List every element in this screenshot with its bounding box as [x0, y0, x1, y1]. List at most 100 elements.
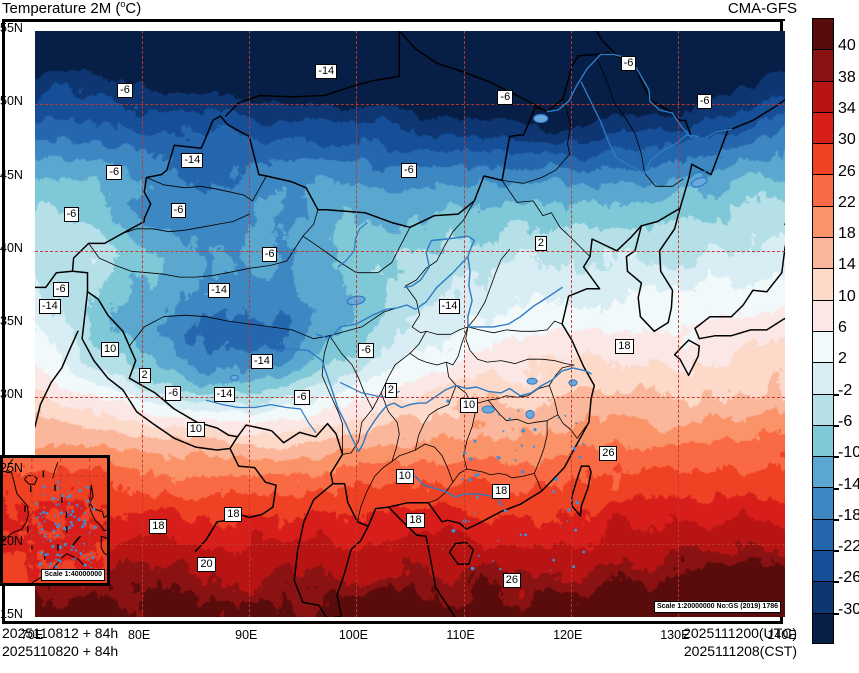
island-marker: [35, 517, 37, 519]
colorbar-cell: [812, 362, 834, 393]
island-marker: [55, 503, 57, 505]
island-marker: [78, 489, 81, 492]
province-border: [549, 386, 589, 439]
lon-tick-label: 80E: [123, 628, 155, 642]
coastal-island-marker: [567, 520, 569, 522]
poyang-lake: [526, 410, 534, 418]
coastal-island-marker: [575, 501, 579, 505]
coastal-island-marker: [478, 555, 480, 557]
amur-river-lower: [673, 113, 732, 138]
island-marker: [47, 553, 49, 555]
luzon-coast: [89, 485, 107, 531]
colorbar-tick-label: -2: [838, 382, 852, 400]
province-border: [468, 327, 547, 333]
colorbar-cell: [812, 519, 834, 550]
pearl-river: [405, 473, 503, 505]
province-border: [410, 327, 468, 365]
bangladesh-coast: [196, 449, 276, 552]
contour-label: 2: [535, 236, 547, 251]
lat-tick-label: 15N: [0, 607, 23, 621]
island-marker: [68, 502, 70, 504]
colorbar-cell: [812, 143, 834, 174]
map-scale-note: Scale 1:20000000 No:GS (2019) 1786: [654, 601, 781, 613]
footer-valid-utc: 2025111200(UTC): [683, 625, 797, 641]
island-marker: [59, 485, 60, 486]
island-marker: [55, 559, 57, 561]
province-border: [534, 421, 547, 491]
island-marker: [84, 545, 85, 546]
island-marker: [62, 554, 63, 555]
contour-label: -6: [497, 90, 513, 105]
coastal-island-marker: [552, 490, 555, 493]
myanmar-coast: [294, 484, 333, 617]
island-marker: [59, 554, 61, 556]
myanmar-border: [335, 526, 368, 617]
island-marker: [57, 481, 60, 484]
island-marker: [43, 494, 45, 496]
island-marker: [56, 525, 59, 528]
coastal-island-marker: [558, 417, 560, 419]
graticule-longitude-line: [356, 31, 357, 617]
graticule-latitude-line: [35, 544, 785, 545]
island-marker: [49, 562, 52, 565]
island-marker: [42, 516, 44, 518]
colorbar-tick-label: 10: [838, 288, 856, 306]
coastal-island-marker: [502, 430, 504, 432]
coastal-island-marker: [442, 548, 443, 549]
coastal-island-marker: [522, 429, 526, 433]
weather-map-page: Temperature 2M (oC) CMA-GFS -6 -14 -6 -6 -6-…: [0, 0, 859, 673]
coastal-island-marker: [471, 567, 475, 571]
coastal-island-marker: [533, 446, 535, 448]
island-marker: [70, 521, 73, 524]
island-marker: [37, 516, 39, 518]
songhua-river: [645, 135, 699, 173]
colorbar-cell: [812, 237, 834, 268]
coastal-island-marker: [476, 496, 479, 499]
province-border: [502, 98, 571, 183]
colorbar-tick: [834, 456, 839, 458]
island-marker: [44, 520, 46, 522]
colorbar-cell: [812, 300, 834, 331]
heihe-river: [338, 223, 367, 267]
province-border: [322, 336, 342, 455]
island-marker: [56, 559, 58, 561]
colorbar-cell: [812, 550, 834, 581]
coastal-island-marker: [469, 457, 473, 461]
colorbar-cell: [812, 112, 834, 143]
island-marker: [65, 543, 67, 545]
hainan-inset: [24, 475, 37, 484]
graticule-latitude-line: [35, 104, 785, 105]
island-marker: [61, 494, 64, 497]
island-marker: [49, 539, 52, 542]
graticule-latitude-line: [35, 251, 785, 252]
coastal-island-marker: [533, 428, 536, 431]
inset-scale-note: Scale 1:40000000: [41, 569, 105, 581]
border-mongolia-north: [399, 31, 547, 112]
colorbar-cell: [812, 268, 834, 299]
island-marker: [44, 553, 47, 556]
province-border: [381, 393, 399, 462]
map-plot-area[interactable]: -6 -14 -6 -6 -6 -14 -6 -6 -6 -6 -6 2 -6 -14 -14 -14 10 18…: [35, 31, 785, 617]
island-marker: [76, 504, 79, 507]
colorbar-cell: [812, 581, 834, 612]
colorbar-tick-label: -30: [838, 601, 859, 619]
colorbar-tick-label: 40: [838, 37, 856, 55]
island-marker: [90, 553, 92, 555]
colorbar-tick-label: -14: [838, 476, 859, 494]
coastal-island-marker: [508, 418, 511, 421]
honshu-coast: [695, 229, 785, 339]
hulun-lake: [534, 115, 548, 123]
contour-label: -6: [697, 94, 713, 109]
island-marker: [58, 503, 60, 505]
island-marker: [91, 556, 94, 559]
island-marker: [42, 511, 45, 514]
graticule-longitude-line: [142, 31, 143, 617]
island-marker: [83, 519, 86, 522]
island-marker: [42, 541, 43, 542]
island-marker: [57, 487, 59, 489]
india-nepal-border: [82, 292, 237, 450]
island-marker: [39, 532, 41, 534]
coastal-island-marker: [520, 534, 522, 536]
graticule-longitude-line: [678, 31, 679, 617]
colorbar-tick-label: 38: [838, 69, 856, 87]
